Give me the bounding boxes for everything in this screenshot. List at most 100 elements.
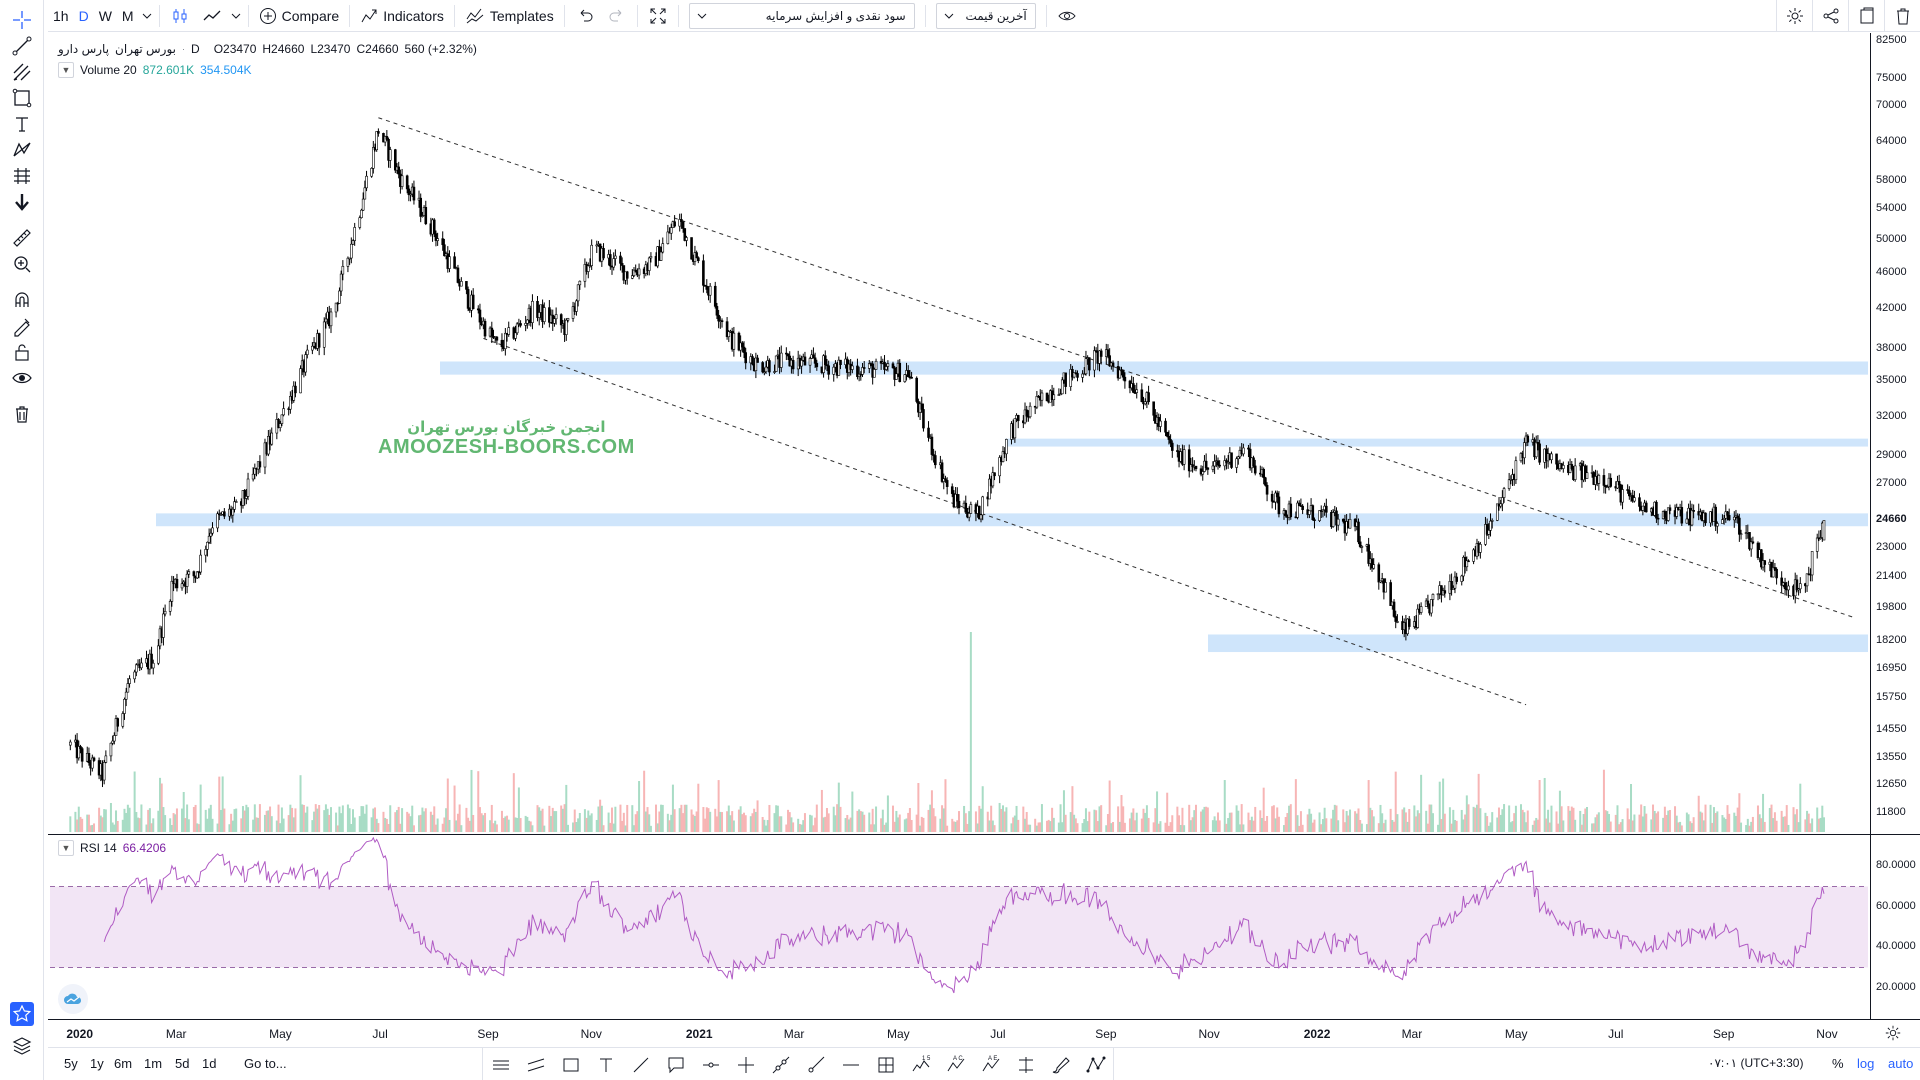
text-tool-icon[interactable]: [588, 1048, 623, 1080]
volume-bar: [998, 802, 1001, 832]
range-1d-button[interactable]: 1d: [202, 1056, 217, 1071]
volume-bar: [1206, 807, 1209, 832]
candle-body: [1760, 549, 1763, 568]
share-icon[interactable]: [1812, 0, 1848, 32]
rectangle-tool-icon[interactable]: [553, 1048, 588, 1080]
auto-toggle[interactable]: auto: [1888, 1056, 1914, 1071]
volume-bar: [1333, 804, 1336, 832]
favorites-star-icon[interactable]: [10, 1002, 34, 1026]
elliott-wave-ace-icon[interactable]: A E: [973, 1048, 1008, 1080]
support-resistance-zone[interactable]: [1208, 634, 1868, 653]
eye-icon[interactable]: [10, 366, 34, 390]
corporate-actions-select[interactable]: سود نقدی و افزایش سرمایه: [688, 2, 915, 29]
trend-line[interactable]: [378, 117, 1855, 619]
ruler-icon[interactable]: [10, 226, 34, 250]
collapse-chevron-icon[interactable]: ▼: [58, 840, 74, 856]
clock-timezone[interactable]: ۰۷:۰۱ (UTC+3:30): [1708, 1056, 1804, 1070]
separator: [636, 4, 638, 27]
object-tree-icon[interactable]: [10, 1034, 34, 1058]
cross-line-icon[interactable]: [728, 1048, 763, 1080]
elliott-wave-abc-icon[interactable]: A C: [938, 1048, 973, 1080]
candle-body: [207, 535, 211, 543]
range-1y-button[interactable]: 1y: [90, 1056, 104, 1071]
percent-toggle[interactable]: %: [1832, 1056, 1844, 1071]
redo-icon[interactable]: [601, 0, 633, 32]
trend-line[interactable]: [483, 337, 1527, 706]
volume-bar: [1359, 820, 1362, 832]
horizontal-line-icon[interactable]: [833, 1048, 868, 1080]
magnet-icon[interactable]: [10, 288, 34, 312]
log-toggle[interactable]: log: [1857, 1056, 1875, 1071]
separator: [349, 4, 351, 27]
settings-gear-icon[interactable]: [1776, 0, 1812, 32]
interval-w-button[interactable]: W: [98, 7, 112, 24]
trash-icon[interactable]: [10, 402, 34, 426]
trend-line-icon[interactable]: [10, 34, 34, 58]
interval-1h-button[interactable]: 1h: [53, 7, 69, 24]
volume-bar: [448, 819, 451, 832]
interval-dropdown-chevron-icon[interactable]: [139, 0, 155, 32]
stay-drawing-icon[interactable]: [10, 314, 34, 338]
cloud-icon[interactable]: [58, 984, 88, 1014]
candles-chart-type-icon[interactable]: [164, 0, 196, 32]
range-6m-button[interactable]: 6m: [114, 1056, 133, 1071]
prediction-icon[interactable]: [10, 164, 34, 188]
interval-d-button[interactable]: D: [78, 7, 89, 24]
zoom-in-icon[interactable]: [10, 252, 34, 276]
line-chart-type-icon[interactable]: [196, 0, 228, 32]
visibility-eye-icon[interactable]: [1051, 0, 1083, 32]
collapse-chevron-icon[interactable]: ▼: [58, 62, 74, 78]
templates-button[interactable]: Templates: [459, 0, 560, 32]
text-icon[interactable]: [10, 112, 34, 136]
candle-body: [211, 527, 214, 534]
down-arrow-icon[interactable]: [10, 190, 34, 214]
trend-line-tool-icon[interactable]: [623, 1048, 658, 1080]
candle-body: [1052, 394, 1056, 401]
range-5d-button[interactable]: 5d: [175, 1056, 190, 1071]
candle-body: [170, 580, 174, 602]
support-resistance-zone[interactable]: [156, 513, 1868, 527]
volume-bar: [74, 811, 77, 832]
fib-grid-icon[interactable]: [868, 1048, 903, 1080]
volume-bar: [1071, 786, 1074, 832]
support-resistance-zone[interactable]: [440, 361, 1868, 375]
interval-m-button[interactable]: M: [121, 7, 134, 24]
crosshair-icon[interactable]: [10, 8, 34, 32]
pattern-icon[interactable]: [10, 138, 34, 162]
horizontal-lines-icon[interactable]: [483, 1048, 518, 1080]
top-right-actions: [1776, 0, 1920, 32]
goto-date-button[interactable]: Go to...: [244, 1056, 287, 1071]
fullscreen-icon[interactable]: [642, 0, 674, 32]
parallel-channel-icon[interactable]: [518, 1048, 553, 1080]
delete-trash-icon[interactable]: [1884, 0, 1920, 32]
pitchfork-icon[interactable]: [10, 60, 34, 84]
chart-type-dropdown-chevron-icon[interactable]: [228, 0, 244, 32]
undo-icon[interactable]: [569, 0, 601, 32]
snapshot-icon[interactable]: [1848, 0, 1884, 32]
volume-bar: [964, 813, 967, 832]
rectangle-icon[interactable]: [10, 86, 34, 110]
symbol-name[interactable]: پارس دارو: [58, 42, 110, 56]
candle-body: [1407, 618, 1411, 627]
volume-bar: [1762, 793, 1765, 832]
horizontal-ray-icon[interactable]: [693, 1048, 728, 1080]
range-5y-button[interactable]: 5y: [64, 1056, 78, 1071]
lock-icon[interactable]: [10, 340, 34, 364]
callout-icon[interactable]: [658, 1048, 693, 1080]
brush-icon[interactable]: [1043, 1048, 1078, 1080]
extended-line-icon[interactable]: [763, 1048, 798, 1080]
range-1m-button[interactable]: 1m: [144, 1056, 163, 1071]
elliott-wave-12345-icon[interactable]: 1 5: [903, 1048, 938, 1080]
rsi-pane-divider[interactable]: [48, 834, 1920, 835]
support-resistance-zone[interactable]: [1005, 438, 1868, 447]
compare-button[interactable]: Compare: [253, 0, 346, 32]
date-price-range-icon[interactable]: [1008, 1048, 1043, 1080]
indicators-button[interactable]: Indicators: [354, 0, 450, 32]
price-type-select[interactable]: آخرین قیمت: [935, 2, 1036, 29]
volume-bar: [1513, 813, 1516, 832]
candle-body: [407, 188, 411, 196]
axis-settings-gear-icon[interactable]: [1884, 1024, 1902, 1047]
ray-icon[interactable]: [798, 1048, 833, 1080]
xabcd-pattern-icon[interactable]: [1078, 1048, 1113, 1080]
